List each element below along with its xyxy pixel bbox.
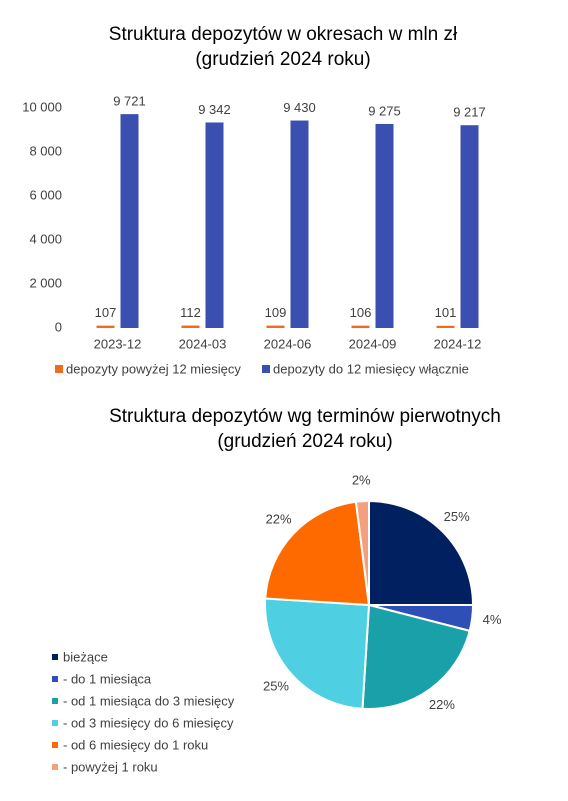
value-label: 9 275 — [368, 103, 401, 118]
value-label: 9 430 — [283, 100, 316, 115]
y-tick-label: 8 000 — [29, 143, 62, 158]
y-tick-label: 2 000 — [29, 275, 62, 290]
bar — [205, 122, 224, 328]
value-label: 9 342 — [198, 102, 231, 117]
legend-label: - od 1 miesiąca do 3 miesięcy — [63, 693, 235, 708]
pie-slice — [368, 499, 475, 606]
legend-swatch — [262, 365, 270, 373]
chart-subtitle: (grudzień 2024 roku) — [217, 431, 392, 452]
value-label: 25% — [444, 509, 470, 524]
bar — [436, 325, 455, 328]
legend-label: depozyty powyżej 12 miesięcy — [66, 361, 241, 376]
legend-label: bieżące — [63, 649, 108, 664]
value-label: 106 — [350, 305, 372, 320]
bar — [460, 125, 479, 328]
pie-slice — [361, 603, 471, 710]
y-tick-label: 4 000 — [29, 231, 62, 246]
value-label: 22% — [429, 697, 455, 712]
value-label: 109 — [265, 305, 287, 320]
bar — [120, 114, 139, 328]
bar — [290, 120, 309, 328]
legend-swatch — [52, 698, 58, 704]
legend-swatch — [52, 720, 58, 726]
x-tick-label: 2024-06 — [264, 336, 312, 351]
value-label: 9 217 — [453, 105, 486, 120]
x-tick-label: 2024-12 — [434, 336, 482, 351]
value-label: 2% — [352, 473, 371, 488]
legend-swatch — [55, 365, 63, 373]
legend-label: - do 1 miesiąca — [63, 671, 152, 686]
x-tick-label: 2023-12 — [94, 336, 142, 351]
legend-swatch — [52, 676, 58, 682]
x-tick-label: 2024-09 — [349, 336, 397, 351]
bar — [375, 123, 394, 328]
chart-subtitle: (grudzień 2024 roku) — [195, 49, 370, 70]
value-label: 25% — [263, 678, 289, 693]
bar — [96, 325, 115, 328]
y-tick-label: 10 000 — [22, 99, 62, 114]
value-label: 107 — [95, 305, 117, 320]
legend-swatch — [52, 654, 58, 660]
chart-title: Struktura depozytów w okresach w mln zł — [109, 24, 458, 45]
legend-label: - od 6 miesięcy do 1 roku — [63, 737, 208, 752]
pie-slice — [354, 499, 370, 606]
y-tick-label: 6 000 — [29, 187, 62, 202]
legend-label: depozyty do 12 miesięcy włącznie — [273, 361, 469, 376]
bar — [266, 325, 285, 328]
y-tick-label: 0 — [55, 319, 62, 334]
value-label: 9 721 — [113, 94, 146, 109]
legend-label: - od 3 miesięcy do 6 miesięcy — [63, 715, 234, 730]
bar — [351, 325, 370, 328]
legend-label: - powyżej 1 roku — [63, 759, 158, 774]
x-tick-label: 2024-03 — [179, 336, 227, 351]
bar — [181, 325, 200, 328]
legend-swatch — [52, 742, 58, 748]
value-label: 22% — [266, 512, 292, 527]
pie-slice — [264, 597, 371, 710]
pie-slice — [264, 500, 371, 607]
value-label: 101 — [435, 305, 457, 320]
value-label: 4% — [483, 612, 502, 627]
legend-swatch — [52, 764, 58, 770]
value-label: 112 — [180, 305, 201, 320]
chart-title: Struktura depozytów wg terminów pierwotn… — [109, 406, 501, 427]
